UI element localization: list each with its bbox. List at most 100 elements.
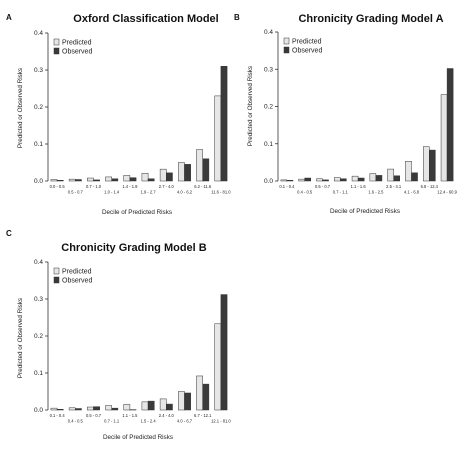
panel-c-bar-predicted [50, 407, 58, 411]
panel-a-legend-label-observed: Observed [62, 49, 92, 56]
panel-b-bar-predicted [440, 94, 448, 182]
panel-a-bar-observed [75, 179, 82, 182]
panel-c-y-tick-label: 0.1 [34, 370, 43, 377]
panel-a-title: Oxford Classification Model [73, 13, 218, 25]
panel-c-bar-predicted [159, 398, 167, 411]
panel-a-legend-swatch-predicted [53, 38, 60, 46]
panel-b-bar-observed [340, 178, 347, 182]
panel-c-label: C [6, 229, 12, 238]
panel-b-xlabel: Decile of Predicted Risks [330, 208, 400, 215]
panel-a-bar-predicted [50, 179, 58, 182]
panel-b-legend-swatch-observed [283, 46, 290, 54]
panel-a-bar-predicted [105, 176, 112, 182]
panel-a-bar-observed [202, 158, 210, 182]
panel-a-y-tick-label: 0.1 [34, 141, 43, 148]
panel-a-legend-swatch-observed [53, 47, 60, 55]
panel-b-category-label: 0.5 - 0.7 [315, 184, 331, 189]
panel-b-plot: 0.0 0.1 0.2 0.3 0.4 0.1 - 0.40.4 - 0.50.5 - 0… [264, 29, 458, 194]
panel-c-plot: 0.0 0.1 0.2 0.3 0.4 0.1 - 0.40.4 - 0.50.5 - 0… [34, 259, 231, 423]
panel-a-bar-observed [166, 172, 173, 182]
panel-b: B Chronicity Grading Model A Predicted o… [234, 13, 458, 215]
panel-c-bar-observed [93, 406, 100, 411]
panel-a-y-tick-label: 0.2 [34, 104, 43, 111]
panel-a-category-label: 1.0 - 1.4 [104, 190, 120, 195]
panel-c-category-label: 12.1 - 81.0 [211, 419, 231, 424]
panel-a-category-label: 1.4 - 1.9 [122, 184, 138, 189]
panel-c-bar-observed [147, 400, 155, 411]
panel-a-category-label: 1.9 - 2.7 [141, 190, 157, 195]
panel-c-bar-predicted [87, 406, 94, 411]
panel-a-bar-observed [111, 178, 119, 182]
panel-a-category-label: 4.0 - 6.2 [177, 190, 193, 195]
panel-b-bar-observed [304, 177, 312, 182]
panel-c-bar-observed [111, 407, 119, 411]
panel-b-category-label: 12.4 - 60.9 [437, 190, 457, 195]
panel-c-bar-observed [75, 408, 82, 411]
panel-a-bar-predicted [68, 178, 76, 182]
panel-b-legend-swatch-predicted [283, 37, 290, 45]
panel-b-bar-predicted [280, 179, 288, 182]
panel-b-bar-predicted [369, 173, 377, 182]
panel-c-legend-label-predicted: Predicted [62, 269, 92, 276]
panel-b-bar-observed [375, 175, 383, 182]
panel-b-title: Chronicity Grading Model A [298, 13, 443, 25]
panel-a-bar-predicted [141, 172, 149, 182]
panel-b-bar-observed [393, 175, 401, 182]
panel-a-xlabel: Decile of Predicted Risks [102, 209, 172, 216]
panel-a-label: A [6, 13, 12, 22]
panel-c-y-tick-label: 0.2 [34, 333, 43, 340]
panel-c-title: Chronicity Grading Model B [61, 242, 207, 254]
panel-b-bar-observed [429, 149, 436, 182]
panel-c-y-tick-label: 0.4 [34, 259, 43, 266]
panel-a-bar-predicted [123, 175, 131, 182]
panel-c-bar-predicted [68, 407, 76, 411]
panel-b-ylabel: Predicted or Observed Risks [247, 66, 254, 146]
panel-a-bar-observed [184, 164, 191, 182]
panel-a-ylabel: Predicted or Observed Risks [17, 68, 24, 148]
panel-c: C Chronicity Grading Model B Predicted o… [6, 229, 231, 441]
panel-b-y-tick-label: 0.4 [264, 29, 273, 36]
panel-c-bar-predicted [105, 405, 112, 411]
panel-c-bar-observed [202, 383, 210, 411]
panel-a: A Oxford Classification Model Predicted … [6, 13, 231, 216]
panel-a-bar-observed [129, 177, 137, 182]
panel-b-bar-predicted [316, 178, 323, 182]
panel-b-bar-predicted [405, 161, 412, 182]
panel-c-bar-observed [56, 409, 64, 411]
panel-a-plot: 0.0 0.1 0.2 0.3 0.4 0.0 - 0.50.5 - 0.70.7 - 1… [34, 30, 231, 194]
panel-a-y-tick-label: 0.0 [34, 178, 43, 185]
panel-a-bar-predicted [87, 177, 94, 182]
panel-c-category-label: 0.7 - 1.1 [104, 419, 120, 424]
panel-c-y-tick-label: 0.0 [34, 407, 43, 414]
panel-b-bar-predicted [423, 146, 430, 182]
panel-b-category-label: 0.7 - 1.1 [333, 190, 349, 195]
panel-c-category-label: 2.4 - 4.0 [159, 413, 175, 418]
panel-b-bar-predicted [351, 175, 359, 182]
panel-c-category-label: 0.4 - 0.5 [68, 419, 84, 424]
panel-a-category-label: 0.5 - 0.7 [68, 190, 84, 195]
panel-a-bar-observed [93, 179, 100, 182]
panel-b-category-label: 0.1 - 0.4 [279, 184, 295, 189]
panel-b-y-tick-label: 0.3 [264, 66, 273, 73]
panel-c-legend-swatch-observed [53, 276, 60, 284]
panel-c-bar-observed [166, 403, 173, 411]
panel-b-category-label: 1.1 - 1.6 [351, 184, 367, 189]
panel-b-bar-predicted [298, 178, 305, 182]
panel-a-y-tick-label: 0.4 [34, 30, 43, 37]
panel-a-category-label: 2.7 - 4.0 [159, 184, 175, 189]
panel-a-legend-label-predicted: Predicted [62, 40, 92, 47]
panel-b-legend-label-predicted: Predicted [292, 39, 322, 46]
panel-a-bar-observed [56, 180, 64, 182]
panel-b-y-tick-label: 0.0 [264, 178, 273, 185]
panel-a-bar-predicted [178, 162, 185, 182]
panel-c-category-label: 1.1 - 1.5 [122, 413, 138, 418]
panel-a-category-label: 11.6 - 81.0 [211, 190, 231, 195]
panel-a-category-label: 0.0 - 0.5 [50, 184, 66, 189]
panel-a-category-label: 0.7 - 1.0 [86, 184, 102, 189]
panel-b-y-tick-label: 0.1 [264, 141, 273, 148]
panel-b-bar-observed [322, 179, 329, 182]
panel-c-ylabel: Predicted or Observed Risks [17, 298, 24, 378]
panel-c-xlabel: Decile of Predicted Risks [103, 434, 173, 441]
panel-c-category-label: 0.1 - 0.4 [50, 413, 66, 418]
